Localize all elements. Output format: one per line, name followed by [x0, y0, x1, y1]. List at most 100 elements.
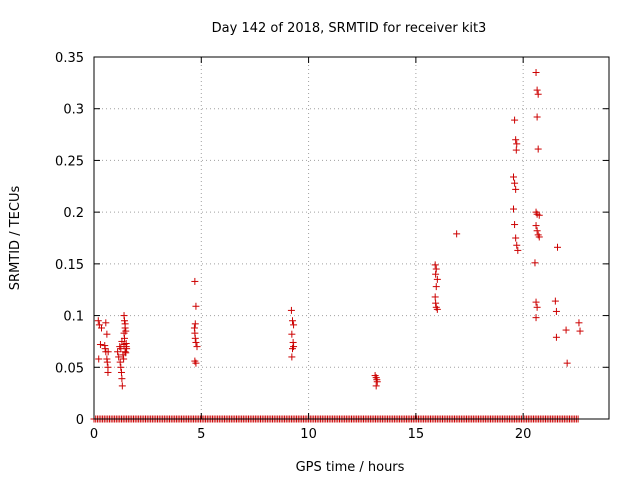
data-point: [512, 136, 520, 144]
data-point: [535, 233, 543, 241]
data-point: [554, 243, 561, 251]
data-point: [551, 297, 559, 305]
data-point: [512, 185, 520, 193]
data-point: [432, 283, 440, 291]
x-tick-label: 5: [197, 427, 205, 442]
x-tick-label: 15: [408, 427, 425, 442]
data-point: [287, 306, 295, 314]
data-point: [94, 317, 102, 325]
x-tick-label: 10: [300, 427, 317, 442]
y-tick-label: 0.05: [55, 361, 84, 376]
grid-layer: [94, 57, 609, 419]
data-point: [535, 211, 543, 219]
data-point: [531, 259, 539, 267]
data-point: [118, 382, 126, 390]
y-tick-label: 0.15: [55, 258, 84, 273]
data-point: [290, 321, 298, 329]
data-point: [431, 261, 439, 269]
data-point: [104, 348, 112, 356]
data-point: [431, 293, 439, 301]
y-tick-label: 0.2: [63, 206, 84, 221]
data-point: [514, 246, 522, 254]
data-point: [533, 227, 541, 235]
data-point: [122, 349, 130, 357]
data-point: [192, 338, 200, 346]
data-point: [121, 348, 129, 356]
chart-title: Day 142 of 2018, SRMTID for receiver kit…: [212, 21, 487, 36]
data-point: [191, 320, 199, 328]
data-point: [511, 179, 519, 187]
data-point: [288, 330, 296, 338]
data-point: [534, 145, 542, 153]
data-point: [533, 113, 541, 121]
data-point: [192, 302, 200, 310]
x-axis-label: GPS time / hours: [296, 460, 405, 475]
data-point: [562, 326, 570, 334]
data-point: [372, 382, 380, 390]
data-point: [510, 205, 518, 213]
data-point: [95, 355, 103, 363]
data-point: [118, 375, 126, 383]
y-tick-label: 0.3: [63, 103, 84, 118]
data-point: [513, 241, 521, 249]
data-point: [120, 341, 128, 349]
y-axis-label: SRMTID / TECUs: [8, 186, 23, 291]
data-point: [432, 265, 440, 273]
data-point: [103, 358, 111, 366]
y-tick-label: 0.35: [55, 51, 84, 66]
data-point: [552, 307, 560, 315]
data-point: [192, 359, 200, 367]
data-point: [433, 305, 441, 313]
data-point: [114, 348, 122, 356]
data-point: [191, 277, 199, 285]
data-point: [532, 69, 540, 77]
data-point: [576, 327, 584, 335]
data-point: [115, 353, 123, 361]
data-point: [510, 173, 518, 181]
data-point: [453, 230, 461, 238]
data-point: [512, 234, 520, 242]
y-tick-label: 0.25: [55, 154, 84, 169]
data-point: [533, 86, 541, 94]
data-point: [288, 345, 296, 353]
x-tick-label: 0: [90, 427, 98, 442]
data-point: [117, 363, 125, 371]
axes: 0 0.05 0.1 0.15 0.2 0.25 0.3 0.35 0 5 10 15 20: [55, 51, 609, 442]
data-point: [511, 221, 519, 229]
data-point: [121, 324, 129, 332]
data-point: [120, 355, 128, 363]
data-point: [534, 90, 542, 98]
y-tick-label: 0: [76, 413, 84, 428]
y-tick-label: 0.1: [63, 310, 84, 325]
data-point: [120, 334, 128, 342]
data-point: [533, 303, 541, 311]
plot-frame: [93, 56, 610, 420]
data-point: [103, 330, 111, 338]
data-point: [116, 358, 124, 366]
data-point: [512, 146, 520, 154]
data-point: [193, 343, 201, 351]
data-point: [432, 299, 440, 307]
data-point: [552, 333, 560, 341]
data-point: [563, 359, 571, 367]
data-point: [532, 298, 540, 306]
data-point: [117, 368, 125, 376]
data-point: [96, 341, 104, 349]
data-point: [120, 317, 128, 325]
data-point: [532, 314, 540, 322]
data-point: [511, 116, 519, 124]
data-point: [288, 353, 296, 361]
data-point: [288, 317, 296, 325]
data-point: [101, 345, 109, 353]
data-point: [373, 378, 381, 386]
data-points: [90, 69, 584, 423]
data-point: [532, 222, 540, 230]
data-point: [513, 140, 521, 148]
data-point: [102, 319, 110, 327]
data-point: [575, 319, 583, 327]
data-point: [191, 334, 199, 342]
data-point: [433, 275, 441, 283]
data-point: [432, 270, 440, 278]
x-tick-label: 20: [515, 427, 532, 442]
